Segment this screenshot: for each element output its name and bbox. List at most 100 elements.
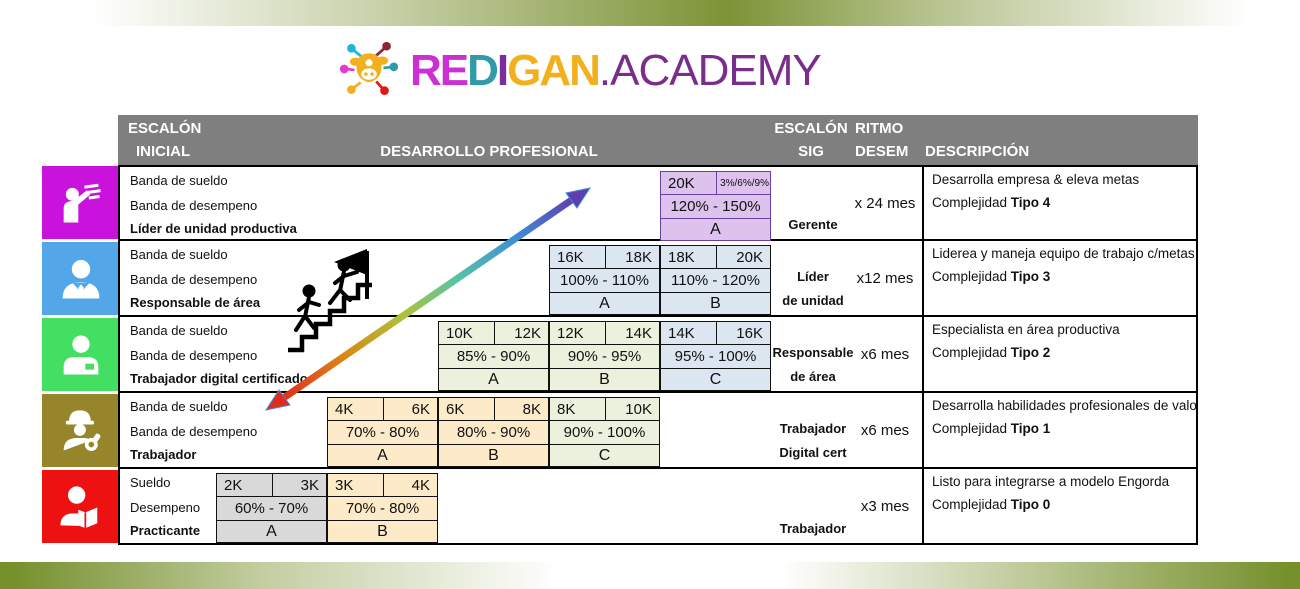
next-step-role-line: Gerente	[788, 217, 838, 232]
next-step-role-line: Responsable	[772, 345, 854, 360]
complexity-line: Complejidad Tipo 3	[932, 269, 1050, 284]
next-step-role: Gerente	[774, 167, 852, 237]
role-name: Practicante	[130, 523, 201, 538]
performance-band-label: Banda de desempeno	[130, 348, 258, 363]
business-person-icon	[42, 242, 119, 315]
redigan-academy-logo: REDIGAN.ACADEMY	[338, 40, 822, 102]
badge-person-icon	[42, 318, 119, 391]
performance-range-cell: 120% - 150%	[660, 194, 771, 219]
top-gradient-banner	[0, 0, 1300, 26]
role-name: Responsable de área	[130, 295, 261, 310]
cell-divider	[715, 172, 717, 194]
cell-divider	[604, 398, 606, 420]
header-ritmo-line2: DESEM	[855, 143, 909, 160]
next-step-role-line: Digital cert	[779, 445, 847, 460]
level-row: Banda de sueldo Banda de desempeno Trabaja…	[118, 317, 1198, 393]
performance-range-cell: 70% - 80%	[327, 496, 438, 521]
next-step-role: Líder de unidad	[774, 241, 852, 313]
logo-segment: .ACADEMY	[598, 46, 822, 95]
header-descripcion: DESCRIPCIÓN	[925, 143, 1030, 160]
salary-high-value: 8K	[522, 401, 541, 418]
salary-high-value: 3K	[300, 477, 319, 494]
salary-low-value: 14K	[668, 325, 695, 342]
band-letter-cell: A	[549, 292, 660, 315]
salary-range-cell: 16K 18K	[549, 245, 660, 269]
hardhat-worker-icon	[42, 394, 119, 467]
salary-range-cell: 3K 4K	[327, 473, 438, 497]
performance-band-label: Banda de desempeno	[130, 198, 258, 213]
cell-divider	[271, 474, 273, 496]
complexity-type: Tipo 3	[1010, 269, 1051, 284]
band-letter-cell: B	[438, 444, 549, 467]
salary-range-cell: 18K 20K	[660, 245, 771, 269]
salary-low-value: 20K	[668, 175, 695, 192]
logo-wordmark: REDIGAN.ACADEMY	[410, 46, 822, 95]
presenter-icon	[42, 166, 119, 239]
salary-high-value: 3%/6%/9%	[720, 178, 769, 189]
header-escalon-inicial-line2: INICIAL	[136, 143, 191, 160]
salary-band-label: Banda de sueldo	[130, 323, 228, 338]
salary-band-label: Banda de sueldo	[130, 173, 228, 188]
complexity-type: Tipo 2	[1010, 345, 1051, 360]
salary-low-value: 12K	[557, 325, 584, 342]
description-line: Listo para integrarse a modelo Engorda	[932, 474, 1170, 489]
description-box: Liderea y maneja equipo de trabajo c/met…	[922, 241, 1200, 315]
complexity-prefix: Complejidad	[932, 269, 1011, 284]
cell-divider	[604, 246, 606, 268]
cell-divider	[493, 398, 495, 420]
cell-divider	[493, 322, 495, 344]
complexity-type: Tipo 0	[1010, 497, 1051, 512]
description-line: Desarrolla empresa & eleva metas	[932, 172, 1140, 187]
performance-range-cell: 80% - 90%	[438, 420, 549, 445]
evaluation-pace: x12 mes	[856, 269, 914, 287]
role-name: Trabajador	[130, 447, 197, 462]
performance-band-label: Desempeno	[130, 500, 201, 515]
salary-low-value: 16K	[557, 249, 584, 266]
complexity-type: Tipo 4	[1010, 195, 1051, 210]
next-step-role-line: Trabajador	[779, 521, 847, 536]
cell-divider	[604, 322, 606, 344]
evaluation-pace: x 24 mes	[854, 194, 916, 212]
salary-low-value: 8K	[557, 401, 576, 418]
logo-segment: I	[496, 46, 509, 95]
band-letter-cell: C	[549, 444, 660, 467]
performance-band-label: Banda de desempeno	[130, 424, 258, 439]
next-step-role: Responsable de área	[772, 317, 854, 389]
performance-range-cell: 60% - 70%	[216, 496, 327, 521]
evaluation-pace: x3 mes	[860, 497, 910, 515]
complexity-line: Complejidad Tipo 4	[932, 195, 1050, 210]
salary-low-value: 18K	[668, 249, 695, 266]
salary-high-value: 20K	[736, 249, 763, 266]
student-book-icon	[42, 470, 119, 543]
performance-range-cell: 70% - 80%	[327, 420, 438, 445]
performance-range-cell: 85% - 90%	[438, 344, 549, 369]
logo-segment: RE	[410, 46, 469, 95]
role-name: Líder de unidad productiva	[130, 221, 297, 236]
salary-high-value: 14K	[625, 325, 652, 342]
salary-high-value: 4K	[411, 477, 430, 494]
level-row: Banda de sueldo Banda de desempeno Respons…	[118, 241, 1198, 317]
salary-high-value: 18K	[625, 249, 652, 266]
salary-band-label: Banda de sueldo	[130, 247, 228, 262]
next-step-role: Trabajador	[774, 469, 852, 541]
complexity-line: Complejidad Tipo 0	[932, 497, 1050, 512]
complexity-type: Tipo 1	[1010, 421, 1051, 436]
band-letter-cell: B	[660, 292, 771, 315]
level-row: Banda de sueldo Banda de desempeno Trabaja…	[118, 393, 1198, 469]
bottom-gradient-banner	[0, 562, 1300, 589]
complexity-prefix: Complejidad	[932, 195, 1011, 210]
band-letter-cell: A	[438, 368, 549, 391]
salary-high-value: 6K	[411, 401, 430, 418]
performance-band-label: Banda de desempeno	[130, 272, 258, 287]
logo-segment: D	[467, 46, 499, 95]
salary-high-value: 16K	[736, 325, 763, 342]
salary-high-value: 10K	[625, 401, 652, 418]
next-step-role-line: Líder	[797, 269, 829, 284]
salary-high-value: 12K	[514, 325, 541, 342]
role-name: Trabajador digital certificado	[130, 371, 308, 386]
salary-low-value: 6K	[446, 401, 465, 418]
level-row: Banda de sueldo Banda de desempeno Líder d…	[118, 165, 1198, 241]
salary-range-cell: 14K 16K	[660, 321, 771, 345]
band-letter-cell: B	[549, 368, 660, 391]
